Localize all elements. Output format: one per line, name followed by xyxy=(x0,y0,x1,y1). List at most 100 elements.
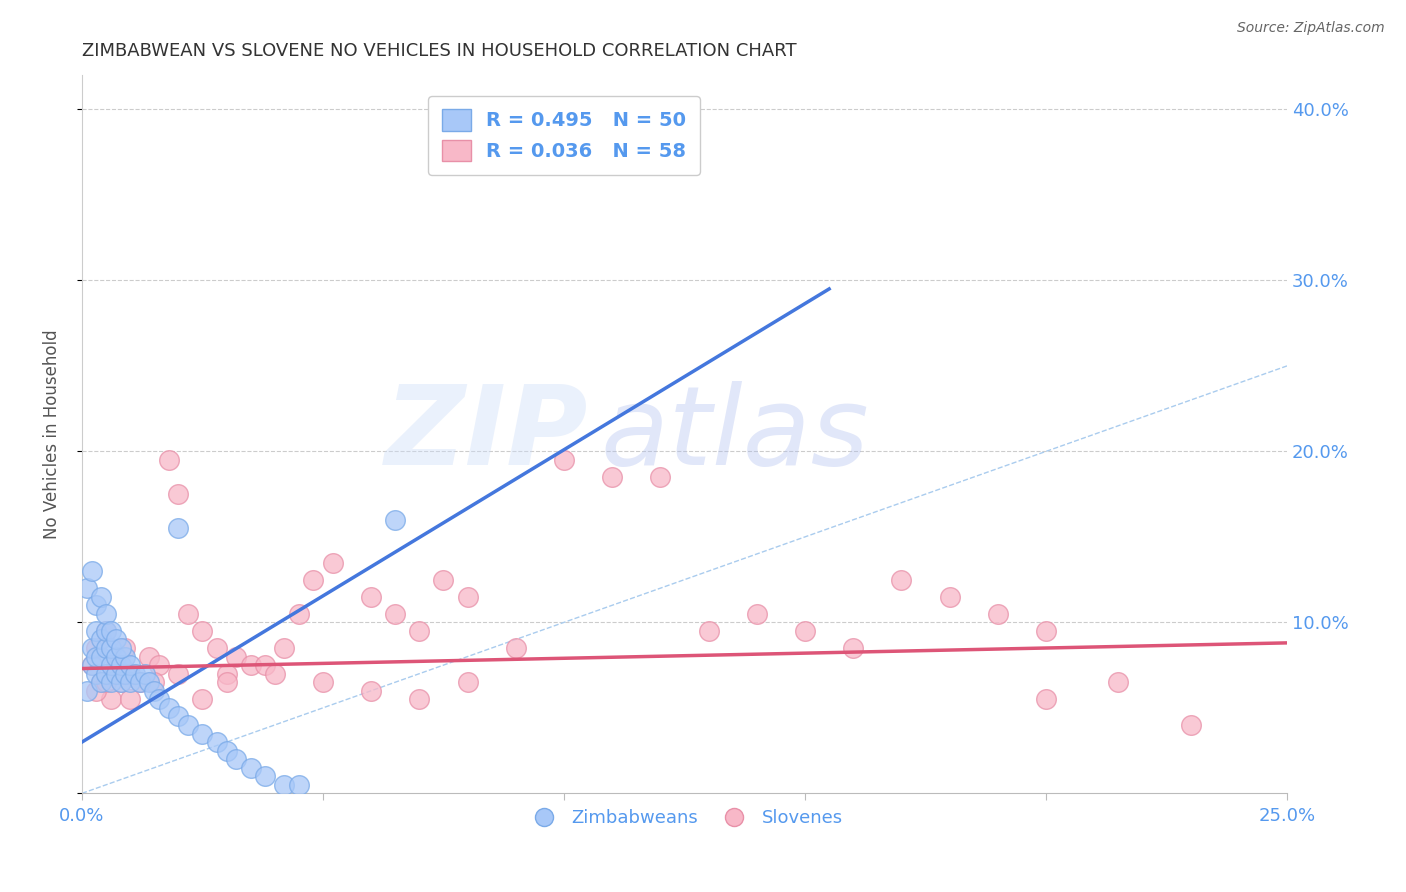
Point xyxy=(76,683,98,698)
Point xyxy=(225,649,247,664)
Point xyxy=(745,607,768,621)
Point xyxy=(650,470,672,484)
Point xyxy=(600,470,623,484)
Point xyxy=(148,692,170,706)
Point xyxy=(360,683,382,698)
Text: ZIP: ZIP xyxy=(385,381,588,488)
Point xyxy=(90,649,112,664)
Point xyxy=(110,640,132,655)
Point xyxy=(1107,675,1129,690)
Point xyxy=(157,701,180,715)
Point xyxy=(128,675,150,690)
Point xyxy=(120,666,142,681)
Point xyxy=(114,649,136,664)
Point xyxy=(76,581,98,595)
Point xyxy=(322,556,344,570)
Point xyxy=(110,675,132,690)
Point xyxy=(842,640,865,655)
Point xyxy=(90,590,112,604)
Point xyxy=(215,675,238,690)
Point xyxy=(408,692,430,706)
Point xyxy=(100,640,122,655)
Point xyxy=(148,658,170,673)
Point xyxy=(114,640,136,655)
Point xyxy=(177,607,200,621)
Point xyxy=(312,675,335,690)
Point xyxy=(94,640,117,655)
Point xyxy=(86,666,108,681)
Text: Source: ZipAtlas.com: Source: ZipAtlas.com xyxy=(1237,21,1385,35)
Point xyxy=(384,513,406,527)
Point xyxy=(134,666,156,681)
Point xyxy=(80,564,103,578)
Point xyxy=(86,649,108,664)
Point xyxy=(1035,692,1057,706)
Text: ZIMBABWEAN VS SLOVENE NO VEHICLES IN HOUSEHOLD CORRELATION CHART: ZIMBABWEAN VS SLOVENE NO VEHICLES IN HOU… xyxy=(82,42,797,60)
Text: atlas: atlas xyxy=(600,381,869,488)
Point xyxy=(239,761,262,775)
Point xyxy=(360,590,382,604)
Point xyxy=(120,692,142,706)
Point xyxy=(457,590,479,604)
Point xyxy=(138,675,160,690)
Point xyxy=(215,743,238,757)
Point xyxy=(157,453,180,467)
Point xyxy=(167,487,190,501)
Point xyxy=(167,666,190,681)
Point xyxy=(408,624,430,638)
Point xyxy=(273,640,295,655)
Point xyxy=(191,624,214,638)
Point xyxy=(143,683,166,698)
Point xyxy=(110,666,132,681)
Point xyxy=(505,640,527,655)
Point xyxy=(191,726,214,740)
Point xyxy=(100,692,122,706)
Point xyxy=(225,752,247,766)
Point xyxy=(191,692,214,706)
Point xyxy=(384,607,406,621)
Point xyxy=(143,675,166,690)
Point xyxy=(90,675,112,690)
Point xyxy=(288,607,311,621)
Point xyxy=(120,658,142,673)
Point xyxy=(288,778,311,792)
Point xyxy=(110,675,132,690)
Point xyxy=(104,649,127,664)
Point xyxy=(100,675,122,690)
Point xyxy=(177,718,200,732)
Point xyxy=(124,666,146,681)
Point xyxy=(94,607,117,621)
Point xyxy=(104,632,127,647)
Point xyxy=(254,769,277,783)
Point xyxy=(80,640,103,655)
Point xyxy=(167,521,190,535)
Point xyxy=(938,590,960,604)
Point xyxy=(90,675,112,690)
Point xyxy=(890,573,912,587)
Point xyxy=(263,666,285,681)
Point xyxy=(138,649,160,664)
Point xyxy=(94,675,117,690)
Point xyxy=(90,632,112,647)
Point xyxy=(794,624,817,638)
Point xyxy=(254,658,277,673)
Point xyxy=(987,607,1010,621)
Point xyxy=(457,675,479,690)
Point xyxy=(432,573,454,587)
Point xyxy=(86,640,108,655)
Point xyxy=(94,624,117,638)
Point xyxy=(205,735,228,749)
Point xyxy=(86,683,108,698)
Point xyxy=(128,675,150,690)
Point xyxy=(215,666,238,681)
Point xyxy=(104,658,127,673)
Legend: Zimbabweans, Slovenes: Zimbabweans, Slovenes xyxy=(519,802,849,835)
Point xyxy=(100,658,122,673)
Point xyxy=(302,573,325,587)
Point xyxy=(110,658,132,673)
Point xyxy=(86,599,108,613)
Y-axis label: No Vehicles in Household: No Vehicles in Household xyxy=(44,329,60,539)
Point xyxy=(697,624,720,638)
Point xyxy=(100,624,122,638)
Point xyxy=(120,675,142,690)
